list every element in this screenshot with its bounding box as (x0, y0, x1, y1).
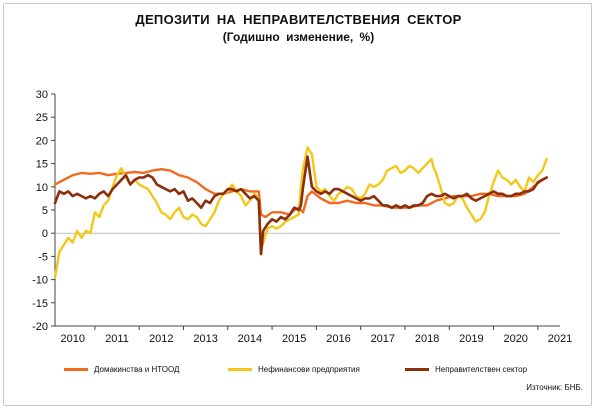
y-tick-label: -5 (38, 251, 48, 263)
y-tick-label: 15 (36, 159, 48, 171)
legend-item-nonfinancial: Нефинансови предприятия (228, 363, 360, 375)
x-tick-label: 2014 (238, 333, 262, 345)
y-tick-label: 10 (36, 182, 48, 194)
x-tick-label: 2011 (105, 333, 129, 345)
chart-subtitle: (Годишно изменение, %) (222, 30, 375, 44)
legend-item-nongovernment: Неправителствен сектор (405, 363, 527, 375)
series-line-nongovernment (53, 155, 548, 256)
y-tick-label: -10 (32, 275, 48, 287)
chart-title: ДЕПОЗИТИ НА НЕПРАВИТЕЛСТВЕНИЯ СЕКТОР (135, 12, 462, 27)
legend-swatch-households (64, 367, 88, 371)
y-tick-label: 30 (36, 89, 48, 101)
legend-label-households: Домакинства и НТООД (94, 364, 180, 374)
y-tick-label: -20 (32, 321, 48, 333)
y-tick-label: -15 (32, 298, 48, 310)
x-tick-label: 2012 (149, 333, 173, 345)
source-note: Източник: БНБ. (526, 383, 583, 392)
legend-label-nongovernment: Неправителствен сектор (435, 364, 528, 374)
legend-label-nonfinancial: Нефинансови предприятия (258, 364, 360, 374)
x-tick-label: 2021 (548, 333, 572, 345)
x-tick-label: 2017 (371, 333, 395, 345)
y-tick-label: 25 (36, 112, 48, 124)
y-tick-label: 0 (42, 228, 48, 240)
x-tick-label: 2018 (415, 333, 439, 345)
y-tick-label: 5 (42, 205, 48, 217)
legend-item-households: Домакинства и НТООД (64, 363, 179, 375)
legend-swatch-nonfinancial (228, 367, 252, 371)
legend-swatch-nongovernment (405, 367, 429, 371)
series-line-nonfinancial (53, 146, 548, 279)
chart-frame (3, 3, 592, 406)
x-tick-label: 2016 (326, 333, 350, 345)
x-tick-label: 2020 (503, 333, 527, 345)
x-tick-label: 2013 (193, 333, 217, 345)
x-tick-label: 2010 (60, 333, 84, 345)
x-tick-label: 2015 (282, 333, 306, 345)
y-tick-label: 20 (36, 135, 48, 147)
x-tick-label: 2019 (459, 333, 483, 345)
